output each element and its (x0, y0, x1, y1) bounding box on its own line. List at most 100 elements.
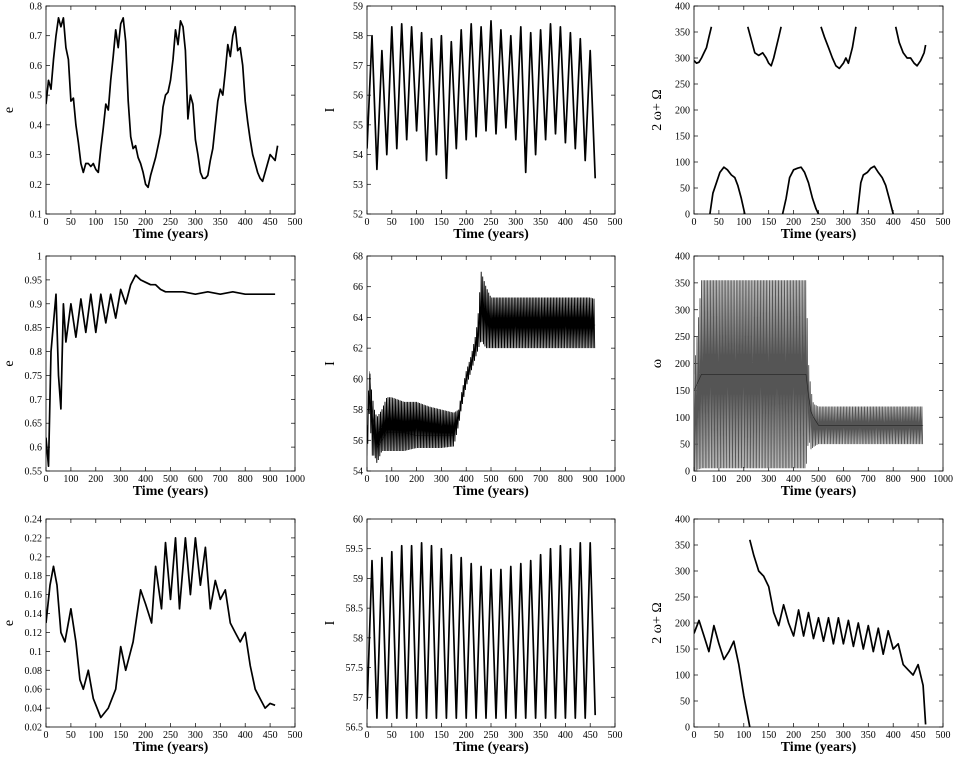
y-axis-label: e (2, 107, 17, 113)
x-axis-label: Time (years) (781, 484, 857, 499)
y-tick-label: 0 (685, 210, 690, 221)
x-tick-label: 900 (583, 474, 598, 485)
x-axis-label: Time (years) (133, 740, 209, 755)
y-axis-label: I (323, 361, 338, 366)
series-group (694, 280, 924, 471)
y-tick-label: 58 (353, 405, 363, 416)
x-tick-label: 350 (861, 730, 876, 741)
y-tick-label: 0 (685, 467, 690, 478)
y-tick-label: 0.12 (25, 628, 43, 639)
x-tick-label: 450 (263, 217, 278, 228)
x-tick-label: 1000 (933, 474, 953, 485)
x-tick-label: 450 (583, 730, 598, 741)
series-line (748, 539, 927, 725)
panel-3: 0 50 100 150 200 250 300 350 400 450 500 0 50 100 150 2… (650, 2, 951, 243)
y-tick-label: 150 (675, 386, 690, 397)
x-tick-label: 400 (459, 474, 474, 485)
x-tick-label: 250 (484, 730, 499, 741)
x-tick-label: 900 (263, 474, 278, 485)
panel-6: 0 100 200 300 400 500 600 700 800 900 1000 0 50 100 15… (650, 252, 953, 500)
panel-4: 0 100 200 300 400 500 600 700 800 900 1000 0.55 0.6 0… (2, 252, 305, 500)
x-tick-label: 500 (608, 217, 623, 228)
x-tick-label: 250 (163, 217, 178, 228)
x-tick-label: 250 (811, 217, 826, 228)
x-axis-label: Time (years) (781, 227, 857, 242)
y-tick-label: 0.2 (30, 552, 43, 563)
x-tick-label: 400 (558, 217, 573, 228)
y-axis-label: e (2, 620, 17, 626)
panel-9: 0 50 100 150 200 250 300 350 400 450 500 0 50 100 150 2… (650, 515, 951, 756)
y-tick-label: 58.5 (346, 604, 364, 615)
panel-7: 0 50 100 150 200 250 300 350 400 450 500 0.02 0.04 0.… (2, 515, 303, 756)
x-tick-label: 500 (484, 474, 499, 485)
x-axis-label: Time (years) (133, 484, 209, 499)
y-tick-label: 350 (675, 28, 690, 39)
x-tick-label: 800 (558, 474, 573, 485)
x-tick-label: 250 (163, 730, 178, 741)
y-tick-label: 56 (353, 436, 363, 447)
x-tick-label: 100 (88, 730, 103, 741)
x-tick-label: 300 (434, 474, 449, 485)
x-tick-label: 200 (459, 730, 474, 741)
y-tick-label: 0.08 (25, 666, 43, 677)
y-tick-label: 0.1 (30, 210, 43, 221)
x-tick-label: 150 (761, 730, 776, 741)
x-tick-label: 400 (238, 730, 253, 741)
x-tick-label: 200 (88, 474, 103, 485)
series-group (46, 537, 276, 719)
y-tick-label: 0.6 (30, 61, 43, 72)
x-tick-label: 200 (138, 730, 153, 741)
x-tick-label: 500 (811, 474, 826, 485)
x-tick-label: 350 (533, 730, 548, 741)
x-tick-label: 150 (434, 730, 449, 741)
y-tick-label: 56.5 (346, 723, 364, 734)
y-tick-label: 59 (353, 2, 363, 13)
x-axis-label: Time (years) (453, 227, 529, 242)
panel-8: 0 50 100 150 200 250 300 350 400 450 500 56.5 57 57.5… (323, 515, 623, 756)
y-tick-label: 0.22 (25, 533, 43, 544)
x-tick-label: 0 (692, 217, 697, 228)
x-tick-label: 400 (558, 730, 573, 741)
y-tick-label: 52 (353, 210, 363, 221)
series-group (367, 271, 596, 463)
x-tick-label: 0 (365, 474, 370, 485)
x-tick-label: 0 (44, 730, 49, 741)
x-tick-label: 50 (66, 217, 76, 228)
y-tick-label: 50 (680, 184, 690, 195)
y-axis-label: e (2, 360, 17, 366)
series-group (694, 539, 927, 727)
y-tick-label: 59 (353, 574, 363, 585)
x-tick-label: 1000 (605, 474, 625, 485)
x-axis-label: Time (years) (133, 227, 209, 242)
y-tick-label: 54 (353, 150, 363, 161)
y-tick-label: 100 (675, 413, 690, 424)
x-tick-label: 400 (886, 730, 901, 741)
x-tick-label: 150 (113, 730, 128, 741)
series-oscillation-band (694, 280, 924, 471)
y-tick-label: 0.6 (30, 443, 43, 454)
x-tick-label: 500 (288, 217, 303, 228)
y-tick-label: 350 (675, 541, 690, 552)
x-tick-label: 400 (138, 474, 153, 485)
y-tick-label: 58 (353, 633, 363, 644)
y-tick-label: 62 (353, 344, 363, 355)
y-tick-label: 400 (675, 515, 690, 526)
y-tick-label: 64 (353, 313, 363, 324)
series-group (46, 274, 276, 468)
x-tick-label: 0 (692, 730, 697, 741)
x-tick-label: 250 (484, 217, 499, 228)
y-tick-label: 56 (353, 91, 363, 102)
x-tick-label: 500 (288, 730, 303, 741)
y-tick-label: 150 (675, 132, 690, 143)
x-tick-label: 100 (711, 474, 726, 485)
y-tick-label: 0.85 (25, 323, 43, 334)
y-tick-label: 300 (675, 567, 690, 578)
x-tick-label: 0 (44, 217, 49, 228)
x-tick-label: 50 (387, 217, 397, 228)
y-axis-label: 2 ω+ Ω (650, 89, 665, 131)
y-tick-label: 57 (353, 693, 363, 704)
panel-2: 0 50 100 150 200 250 300 350 400 450 500 52 53 54 55 56… (323, 2, 623, 243)
x-tick-label: 100 (409, 217, 424, 228)
y-tick-label: 54 (353, 467, 363, 478)
